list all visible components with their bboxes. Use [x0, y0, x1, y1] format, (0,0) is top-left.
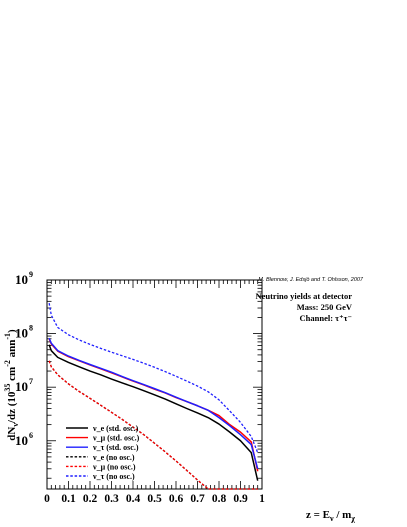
y-tick-label: 10 [15, 379, 28, 394]
series-line-nu-e-std-osc [48, 344, 259, 481]
series-line-nu-mu-std-osc [48, 338, 259, 472]
x-tick-label: 0.2 [83, 493, 98, 505]
x-tick-label: 0.7 [190, 493, 205, 505]
legend-label-nu-e-no-osc: ν_e (no osc.) [92, 453, 135, 462]
y-tick-exponent: 8 [29, 324, 33, 333]
series-line-nu-tau-no-osc [48, 303, 259, 453]
x-tick-label: 0.9 [233, 493, 248, 505]
x-tick-label: 0.4 [126, 493, 141, 505]
x-tick-label: 0 [44, 493, 50, 505]
credit-text: M. Blennow, J. Edsjö and T. Ohlsson, 200… [258, 277, 364, 283]
y-tick-label: 10 [15, 433, 28, 448]
x-tick-label: 0.6 [169, 493, 184, 505]
y-tick-exponent: 9 [29, 270, 33, 279]
y-tick-label: 10 [15, 272, 28, 287]
series-line-nu-e-no-osc [48, 360, 258, 490]
legend-label-nu-tau-std-osc: ν_τ (std. osc.) [92, 443, 139, 452]
x-tick-label: 0.3 [104, 493, 119, 505]
y-tick-exponent: 6 [29, 431, 33, 440]
series-line-nu-tau-std-osc [48, 337, 259, 469]
x-axis-title: z = Eν / mχ [306, 509, 355, 523]
y-axis-title: dNν/dz (1035 cm-2 ann-1) [3, 329, 20, 441]
plot-area [46, 279, 263, 490]
x-tick-label: 0.5 [147, 493, 162, 505]
legend-label-nu-mu-std-osc: ν_μ (std. osc.) [92, 434, 140, 443]
y-tick-label: 10 [15, 326, 28, 341]
info-title: Neutrino yields at detector [255, 291, 352, 301]
plot-frame [46, 279, 263, 490]
x-tick-label: 0.8 [212, 493, 227, 505]
x-tick-label: 1 [259, 493, 265, 505]
x-tick-label: 0.1 [61, 493, 76, 505]
info-mass: Mass: 250 GeV [297, 302, 353, 312]
legend: ν_e (std. osc.)ν_μ (std. osc.)ν_τ (std. … [66, 424, 140, 481]
series-line-nu-mu-no-osc [48, 360, 258, 490]
legend-label-nu-mu-no-osc: ν_μ (no osc.) [92, 462, 136, 471]
series-layer [48, 303, 259, 490]
legend-label-nu-tau-no-osc: ν_τ (no osc.) [92, 472, 135, 481]
info-channel: Channel: τ⁺τ⁻ [300, 313, 352, 323]
y-tick-exponent: 7 [29, 377, 33, 386]
legend-label-nu-e-std-osc: ν_e (std. osc.) [92, 424, 139, 433]
x-axis: 0 0.1 0.2 0.3 0.4 0.5 0.6 0.7 0.8 0.9 1 [44, 280, 265, 505]
